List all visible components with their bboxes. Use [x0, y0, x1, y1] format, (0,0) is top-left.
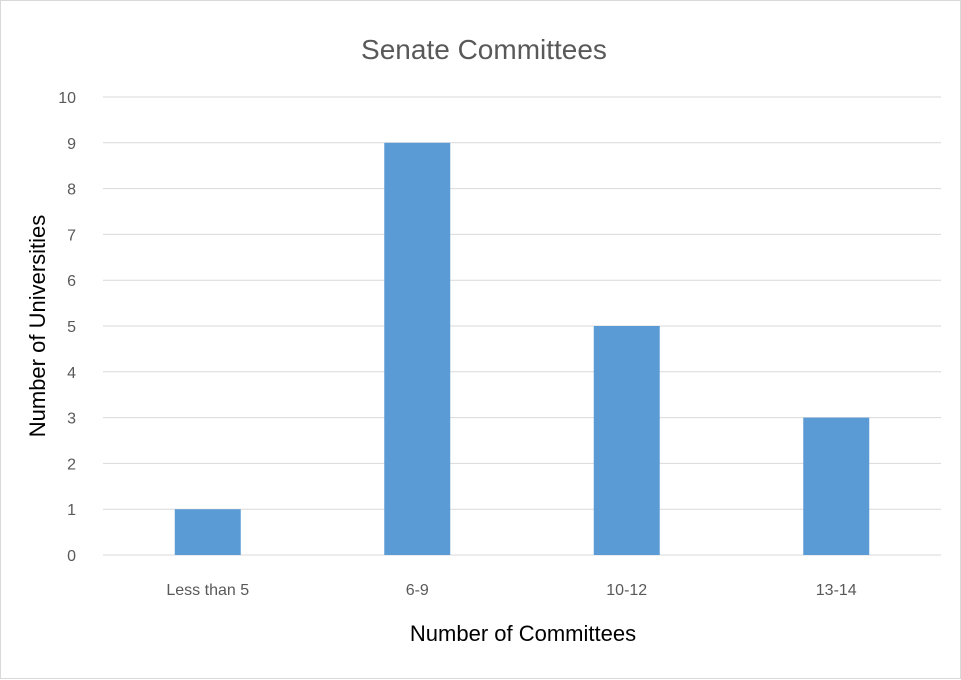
y-tick-label: 4: [67, 365, 76, 382]
x-axis-title: Number of Committees: [410, 621, 636, 646]
gridlines: [103, 96, 941, 556]
y-axis-ticks: 0 1 2 3 4 5 6 7 8 9 10: [58, 90, 76, 565]
y-tick-label: 1: [67, 502, 76, 519]
y-tick-label: 0: [67, 548, 76, 565]
y-tick-label: 8: [67, 182, 76, 199]
x-axis-ticks: Less than 5 6-9 10-12 13-14: [166, 582, 856, 599]
y-tick-label: 2: [67, 456, 76, 473]
y-tick-label: 5: [67, 319, 76, 336]
x-tick-label: 6-9: [406, 582, 429, 599]
y-tick-label: 9: [67, 136, 76, 153]
y-tick-label: 10: [58, 90, 76, 107]
y-tick-label: 6: [67, 273, 76, 290]
y-tick-label: 3: [67, 411, 76, 428]
x-tick-label: 10-12: [606, 582, 647, 599]
bar: [384, 142, 451, 556]
bar: [803, 417, 870, 555]
y-axis-title: Number of Universities: [25, 215, 50, 438]
bars: [174, 142, 870, 556]
bar: [174, 509, 241, 555]
x-tick-label: 13-14: [816, 582, 857, 599]
bar: [593, 326, 660, 555]
y-tick-label: 7: [67, 227, 76, 244]
x-tick-label: Less than 5: [166, 582, 249, 599]
chart-title: Senate Committees: [361, 34, 607, 65]
